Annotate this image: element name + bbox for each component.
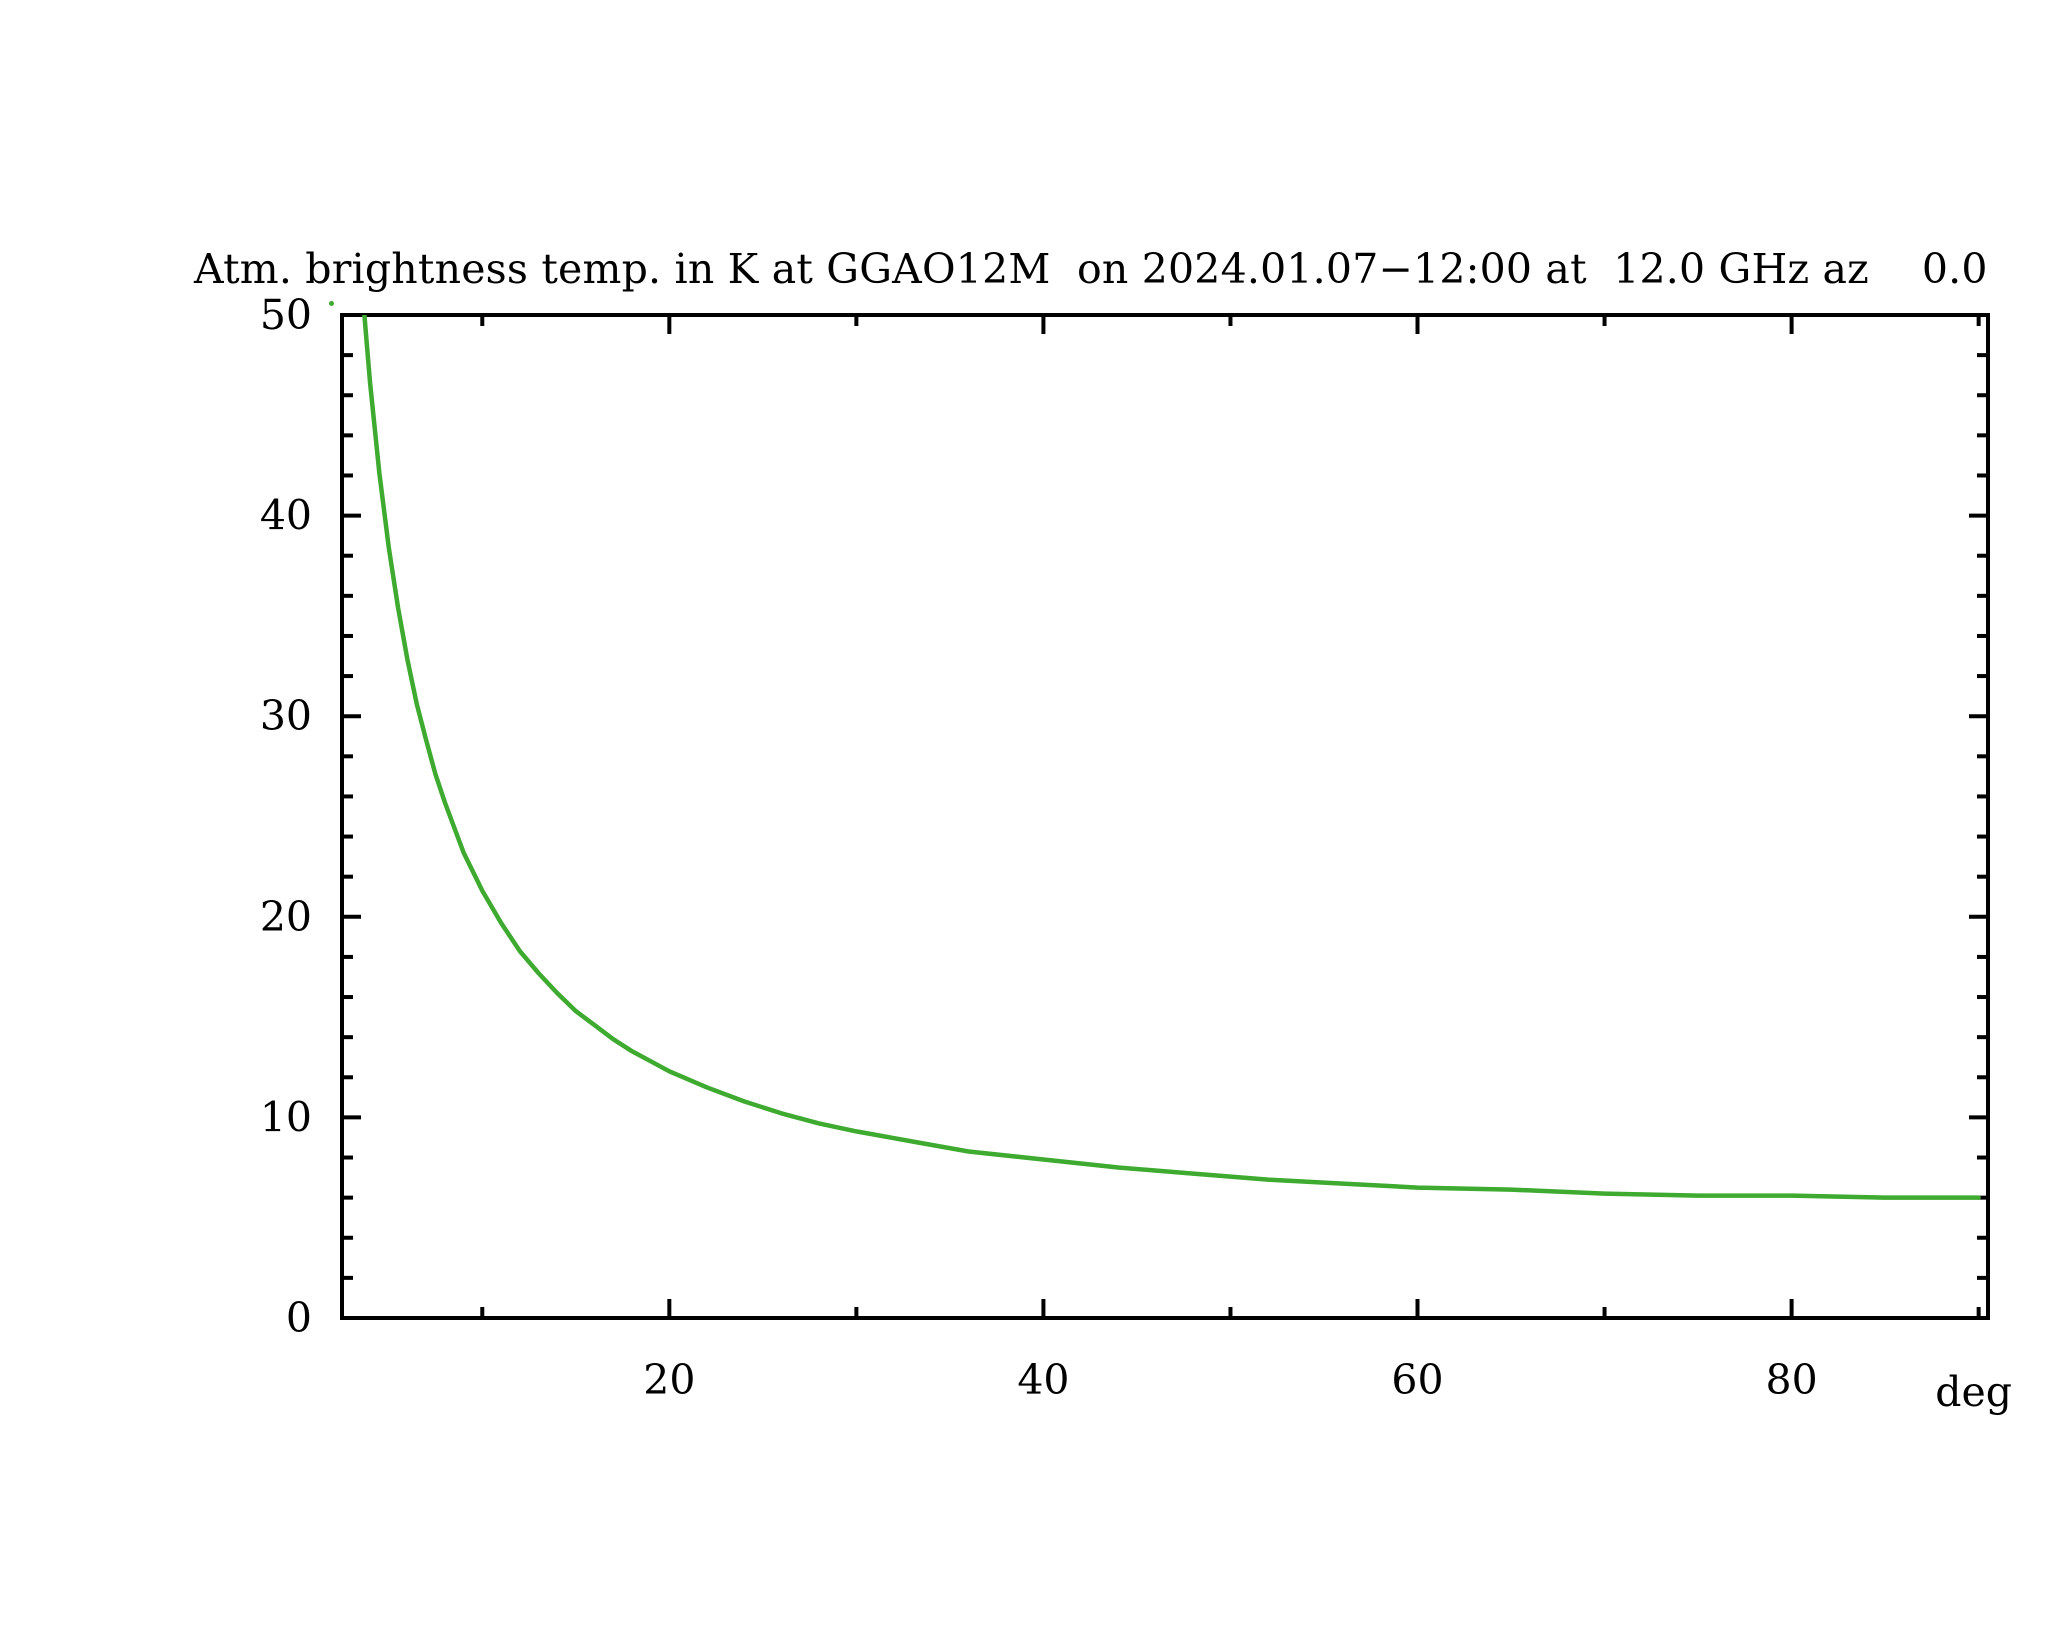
x-tick-label: 40	[1017, 1356, 1069, 1404]
x-tick-label: 20	[643, 1356, 695, 1404]
plot-frame	[340, 313, 1990, 1320]
x-axis-unit-label: deg	[1935, 1368, 2012, 1416]
y-tick-label: 30	[260, 692, 312, 740]
temperature-curve	[362, 315, 1981, 1200]
curve-clip-artifact-dot	[329, 301, 334, 306]
chart-title: Atm. brightness temp. in K at GGAO12M on…	[194, 245, 1988, 293]
y-tick-label: 50	[260, 291, 312, 339]
y-tick-label: 10	[260, 1093, 312, 1141]
y-tick-label: 20	[260, 893, 312, 941]
y-tick-label: 0	[286, 1294, 312, 1342]
x-tick-label: 60	[1391, 1356, 1443, 1404]
y-tick-label: 40	[260, 492, 312, 540]
x-tick-label: 80	[1766, 1356, 1818, 1404]
